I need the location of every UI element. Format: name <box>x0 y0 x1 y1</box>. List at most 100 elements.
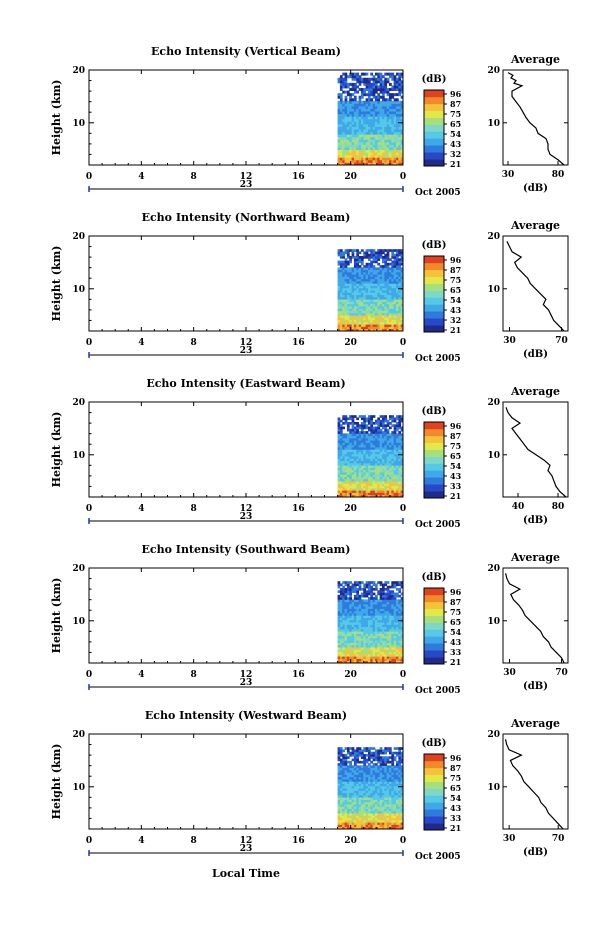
heatmap-cell <box>395 85 399 89</box>
heatmap-cell <box>365 294 369 298</box>
heatmap-cell <box>379 801 383 805</box>
heatmap-cell <box>372 290 376 293</box>
heatmap-cell <box>339 760 343 764</box>
heatmap-cell <box>372 628 376 632</box>
heatmap-cell <box>365 105 369 109</box>
heatmap-cell <box>349 794 352 798</box>
heatmap-cell <box>360 783 364 787</box>
heatmap-cell <box>351 426 355 430</box>
heatmap-cell <box>365 256 369 259</box>
heatmap-cell <box>337 262 341 266</box>
heatmap-cell <box>374 603 378 607</box>
heatmap-cell <box>388 624 392 628</box>
heatmap-cell <box>358 492 362 496</box>
heatmap-cell <box>342 103 345 107</box>
heatmap-cell <box>395 103 399 107</box>
heatmap-cell <box>400 656 404 659</box>
heatmap-cell <box>388 478 392 482</box>
heatmap-cell <box>337 644 341 648</box>
heatmap-cell <box>395 806 399 809</box>
heatmap-cell <box>337 638 341 641</box>
heatmap-cell <box>400 131 404 135</box>
heatmap-cell <box>344 653 348 657</box>
heatmap-cell <box>346 422 350 425</box>
heatmap-cell <box>386 635 390 639</box>
heatmap-cell <box>379 772 383 775</box>
colorbar-tick-label: 43 <box>450 305 462 315</box>
heatmap-cell <box>377 642 381 646</box>
heatmap-cell <box>353 131 357 135</box>
heatmap-cell <box>393 326 397 330</box>
heatmap-cell <box>342 442 345 446</box>
heatmap-cell <box>398 779 402 782</box>
heatmap-cell <box>379 326 383 330</box>
heatmap-cell <box>381 301 385 305</box>
heatmap-cell <box>379 613 383 616</box>
heatmap-cell <box>339 603 343 607</box>
heatmap-cell <box>363 265 367 268</box>
heatmap-cell <box>377 824 381 828</box>
heatmap-cell <box>367 456 371 459</box>
heatmap-cell <box>342 80 345 84</box>
heatmap-cell <box>377 88 381 91</box>
heatmap-cell <box>339 624 343 628</box>
heatmap-cell <box>381 131 385 135</box>
heatmap-cell <box>393 77 397 81</box>
heatmap-cell <box>393 108 397 112</box>
heatmap-cell <box>391 467 395 471</box>
heatmap-cell <box>377 797 381 800</box>
heatmap-cell <box>386 610 390 614</box>
heatmap-cell <box>353 324 357 327</box>
heatmap-cell <box>388 72 392 76</box>
heatmap-cell <box>398 440 402 443</box>
heatmap-cell <box>344 656 348 659</box>
heatmap-cell <box>393 487 397 491</box>
heatmap-cell <box>342 324 345 327</box>
heatmap-cell <box>377 256 381 259</box>
heatmap-cell <box>388 810 392 814</box>
heatmap-cell <box>339 788 343 791</box>
heatmap-cell <box>374 274 378 277</box>
heatmap-cell <box>384 312 388 316</box>
heatmap-cell <box>365 324 369 327</box>
heatmap-cell <box>367 116 371 120</box>
heatmap-cell <box>342 808 345 812</box>
panel-title: Echo Intensity (Vertical Beam) <box>151 45 341 58</box>
heatmap-cell <box>395 324 399 327</box>
heatmap-cell <box>400 108 404 112</box>
heatmap-cell <box>391 126 395 130</box>
heatmap-cell <box>346 251 350 255</box>
heatmap-cell <box>339 626 343 630</box>
heatmap-cell <box>342 296 345 300</box>
heatmap-cell <box>353 292 357 296</box>
heatmap-cell <box>398 628 402 632</box>
heatmap-cell <box>349 442 352 446</box>
heatmap-cell <box>344 108 348 112</box>
heatmap-cell <box>367 763 371 766</box>
heatmap-cell <box>398 144 402 148</box>
heatmap-cell <box>353 90 357 94</box>
heatmap-cell <box>365 799 369 803</box>
heatmap-cell <box>388 462 392 466</box>
heatmap-cell <box>384 253 388 257</box>
heatmap-cell <box>344 472 348 475</box>
heatmap-cell <box>367 619 371 623</box>
heatmap-cell <box>381 312 385 316</box>
heatmap-cell <box>395 267 399 271</box>
heatmap-cell <box>377 324 381 327</box>
heatmap-cell <box>372 85 376 89</box>
heatmap-cell <box>379 144 383 148</box>
heatmap-cell <box>337 767 341 771</box>
heatmap-cell <box>339 767 343 771</box>
heatmap-cell <box>358 760 362 764</box>
heatmap-cell <box>384 779 388 782</box>
heatmap-cell <box>379 626 383 630</box>
heatmap-cell <box>374 123 378 127</box>
heatmap-cell <box>381 98 385 102</box>
heatmap-cell <box>377 428 381 432</box>
heatmap-cell <box>367 267 371 271</box>
heatmap-cell <box>349 422 352 425</box>
heatmap-cell <box>363 765 367 769</box>
heatmap-cell <box>337 585 341 589</box>
heatmap-cell <box>388 149 392 153</box>
